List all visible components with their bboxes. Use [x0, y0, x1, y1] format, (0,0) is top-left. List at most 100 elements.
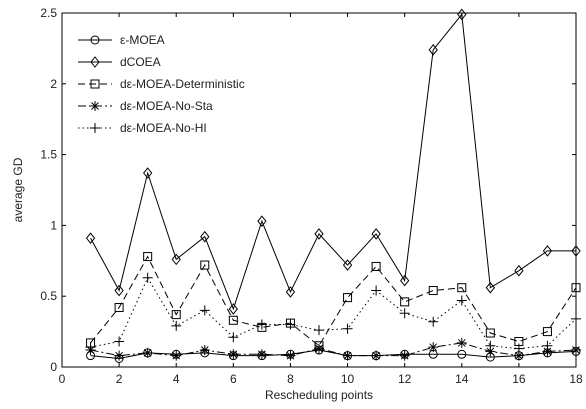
data-point: [342, 350, 353, 361]
data-point: [485, 281, 495, 294]
data-point: [342, 259, 353, 271]
data-point: [542, 327, 552, 337]
data-point: [542, 340, 553, 351]
legend-entry: dε-MOEA-Deterministic: [78, 77, 245, 91]
legend-label: dCOEA: [120, 55, 161, 69]
data-point: [314, 325, 324, 336]
data-point: [171, 320, 182, 331]
data-point: [485, 328, 495, 338]
data-point: [371, 285, 382, 296]
legend-box: [71, 23, 299, 141]
series-2: [85, 8, 581, 315]
data-point: [285, 286, 296, 298]
legend-label: dε-MOEA-No-Sta: [120, 99, 213, 113]
data-point: [200, 260, 210, 270]
y-tick-label: 1: [50, 218, 57, 232]
legend-marker: [90, 101, 100, 111]
data-point: [171, 253, 181, 266]
y-axis-label: average GD: [11, 157, 25, 222]
data-point: [400, 297, 410, 307]
data-point: [542, 245, 553, 257]
data-point: [171, 310, 181, 320]
legend-label: ε-MOEA: [120, 33, 165, 47]
y-tick-label: 0.5: [40, 289, 57, 303]
data-point: [257, 215, 267, 227]
x-tick-label: 6: [230, 372, 237, 386]
data-point: [285, 350, 296, 361]
data-point: [314, 228, 324, 240]
data-point: [457, 349, 467, 359]
data-point: [199, 345, 210, 356]
legend-marker: [90, 123, 100, 133]
data-point: [456, 295, 467, 306]
series-5: [85, 272, 581, 354]
data-point: [199, 305, 210, 316]
legend-entry: ε-MOEA: [78, 33, 165, 47]
data-point: [143, 167, 153, 179]
series-line: [90, 13, 576, 311]
x-tick-label: 8: [287, 372, 294, 386]
data-point: [228, 315, 238, 325]
legend-entry: dCOEA: [78, 55, 161, 69]
data-point: [514, 264, 524, 277]
legend-marker: [90, 56, 100, 68]
x-tick-label: 16: [512, 372, 526, 386]
x-tick-label: 14: [455, 372, 469, 386]
data-point: [142, 272, 153, 283]
data-point: [171, 350, 182, 361]
data-point: [399, 350, 410, 361]
data-point: [114, 350, 125, 361]
data-point: [314, 343, 324, 354]
data-point: [85, 232, 96, 244]
y-tick-label: 0: [50, 360, 57, 374]
data-point: [343, 293, 353, 303]
data-point: [371, 261, 381, 271]
series-3: [86, 252, 581, 351]
data-point: [485, 340, 496, 351]
x-axis-label: Rescheduling points: [265, 388, 373, 402]
x-tick-label: 2: [116, 372, 123, 386]
legend-label: dε-MOEA-No-HI: [120, 121, 207, 135]
data-point: [371, 350, 382, 361]
data-point: [456, 337, 467, 348]
data-point: [114, 284, 124, 297]
legend-label: dε-MOEA-Deterministic: [120, 77, 245, 91]
data-point: [256, 319, 267, 330]
data-point: [399, 308, 410, 319]
data-point: [85, 342, 96, 353]
x-tick-label: 12: [398, 372, 412, 386]
x-tick-label: 0: [59, 372, 66, 386]
data-point: [428, 342, 439, 353]
series-line: [90, 255, 577, 347]
x-tick-label: 18: [569, 372, 583, 386]
data-point: [371, 228, 381, 240]
data-point: [228, 332, 239, 343]
data-point: [400, 274, 410, 287]
plot-frame: [61, 12, 577, 368]
data-point: [428, 44, 438, 56]
data-point: [485, 346, 496, 357]
y-tick-label: 2.5: [40, 6, 57, 20]
data-point: [256, 349, 267, 360]
y-tick-label: 2: [50, 77, 57, 91]
tick-layer: 0 2 4 6 8 10 12 14 16 18 0 0.5 1 1.5 2 2.5: [40, 6, 583, 386]
data-point: [228, 349, 239, 360]
data-point: [428, 286, 438, 296]
legend-entry: dε-MOEA-No-HI: [78, 121, 207, 135]
data-point: [143, 252, 153, 262]
legend-marker: [90, 35, 100, 45]
data-point: [228, 303, 238, 315]
series-4: [85, 337, 581, 361]
data-point: [542, 346, 553, 357]
x-tick-label: 10: [341, 372, 355, 386]
legend-entry: dε-MOEA-No-Sta: [78, 99, 213, 113]
data-point: [285, 319, 296, 330]
data-point: [513, 343, 524, 354]
data-point: [142, 347, 153, 358]
data-point: [114, 336, 125, 347]
data-point: [114, 303, 124, 313]
data-point: [513, 350, 524, 361]
series-line: [90, 349, 577, 360]
data-point: [342, 323, 353, 334]
